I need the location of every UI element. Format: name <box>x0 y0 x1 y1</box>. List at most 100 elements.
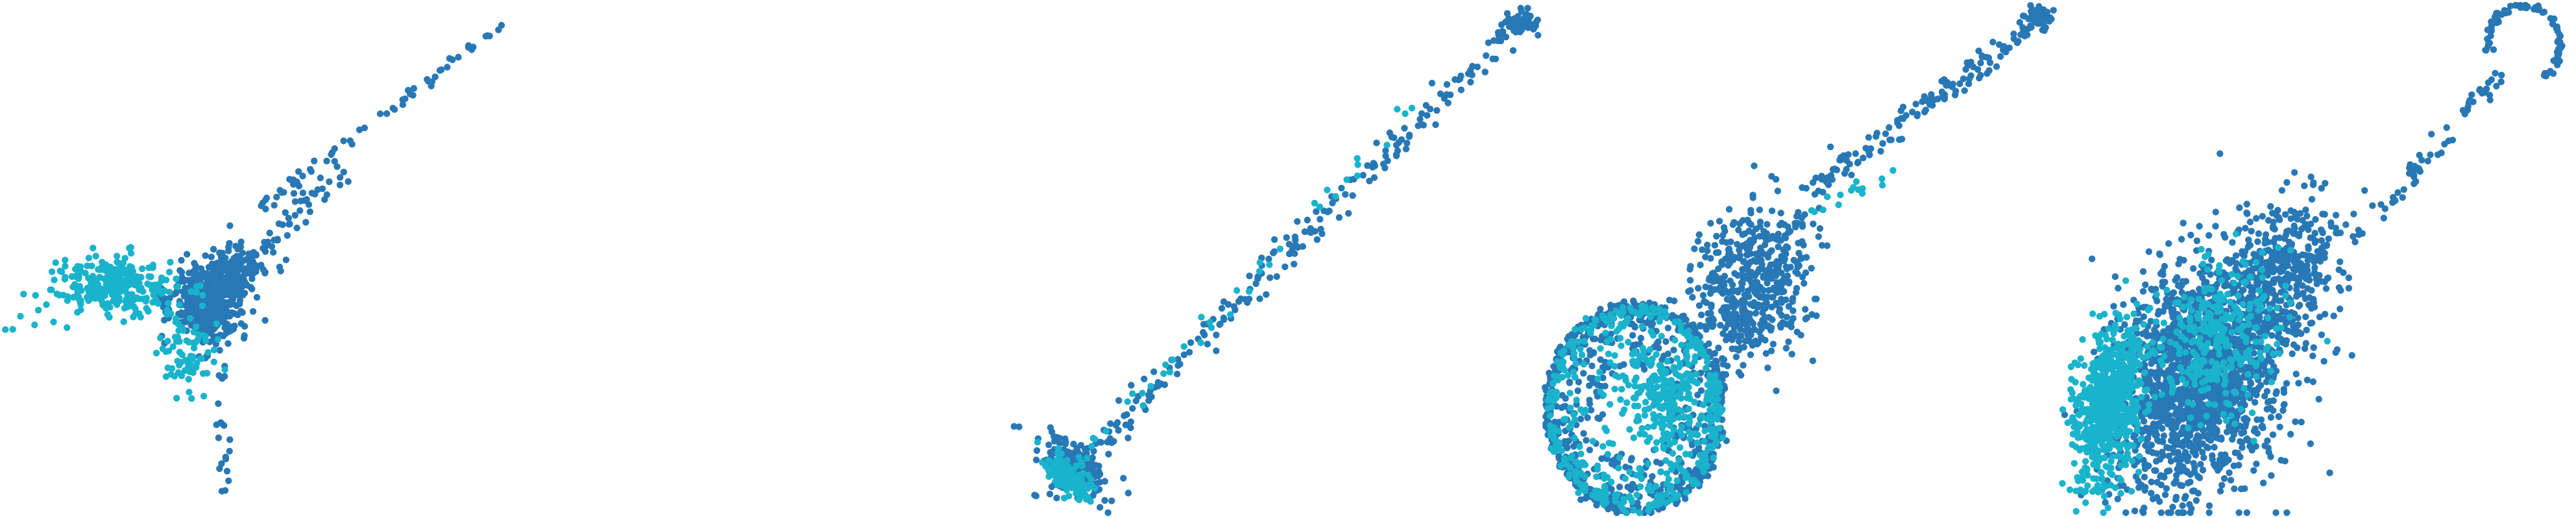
scatter-point <box>1749 191 1756 198</box>
scatter-point <box>226 436 233 443</box>
scatter-point <box>182 284 188 291</box>
scatter-point <box>145 273 152 280</box>
scatter-point <box>1060 482 1067 488</box>
scatter-point <box>498 22 505 29</box>
scatter-point <box>1721 278 1727 285</box>
scatter-point <box>1677 444 1683 450</box>
scatter-point <box>1033 456 1039 463</box>
scatter-point <box>1252 280 1259 287</box>
scatter-point <box>1639 323 1646 330</box>
scatter-point <box>1550 380 1557 386</box>
scatter-point <box>1824 193 1830 200</box>
scatter-point <box>1678 341 1684 348</box>
scatter-point <box>1101 497 1108 504</box>
scatter-point <box>237 308 244 314</box>
scatter-point <box>2021 27 2028 34</box>
scatter-point <box>2154 479 2160 486</box>
scatter-point <box>1636 510 1643 516</box>
scatter-point <box>1705 340 1712 347</box>
scatter-point <box>1625 339 1631 345</box>
scatter-point <box>224 468 230 475</box>
scatter-point <box>2152 467 2159 474</box>
scatter-point <box>262 248 269 254</box>
scatter-point <box>1760 287 1766 293</box>
scatter-point <box>1731 334 1737 340</box>
scatter-point <box>1668 497 1675 503</box>
scatter-point <box>1746 238 1753 245</box>
scatter-point <box>1642 412 1648 419</box>
scatter-point <box>128 264 135 271</box>
scatter-point <box>1402 110 1408 117</box>
scatter-point <box>1632 348 1638 354</box>
scatter-point <box>254 294 260 301</box>
scatter-point <box>1647 346 1653 352</box>
scatter-point <box>1747 317 1754 324</box>
scatter-point <box>1683 356 1690 362</box>
scatter-point <box>1607 401 1613 408</box>
scatter-point <box>1599 312 1606 319</box>
scatter-point <box>1418 110 1425 117</box>
scatter-point <box>2156 251 2163 257</box>
scatter-point <box>1465 70 1472 77</box>
scatter-point <box>1768 247 1775 254</box>
scatter-point <box>1702 254 1708 260</box>
scatter-point <box>258 262 264 268</box>
scatter-point <box>1671 319 1678 325</box>
scatter-point <box>165 300 171 306</box>
scatter-point <box>143 295 150 301</box>
scatter-point <box>1747 210 1754 216</box>
scatter-point <box>1653 439 1660 446</box>
scatter-point <box>1838 156 1844 163</box>
scatter-point <box>1293 243 1300 249</box>
scatter-point <box>1051 433 1057 439</box>
scatter-point <box>2208 256 2215 263</box>
scatter-point <box>1505 15 1512 21</box>
scatter-point <box>1557 463 1564 469</box>
scatter-point <box>1582 408 1588 415</box>
scatter-point <box>252 251 259 258</box>
scatter-point <box>180 327 186 334</box>
scatter-point <box>2303 340 2309 347</box>
scatter-point <box>1620 499 1627 505</box>
scatter-point <box>1673 477 1680 484</box>
scatter-point <box>49 268 55 275</box>
scatter-point <box>2304 376 2311 383</box>
scatter-point <box>1657 469 1664 475</box>
scatter-point <box>1757 219 1764 225</box>
scatter-point <box>1776 308 1782 315</box>
scatter-point <box>1640 383 1647 389</box>
scatter-point <box>1671 297 1677 304</box>
scatter-point <box>246 253 252 259</box>
scatter-point <box>1570 339 1577 345</box>
scatter-point <box>178 359 184 365</box>
scatter-point <box>1777 210 1784 216</box>
scatter-point <box>1606 439 1612 446</box>
scatter-point <box>206 324 213 330</box>
scatter-point <box>1102 478 1108 484</box>
scatter-point <box>1666 476 1672 482</box>
scatter-point <box>225 288 232 295</box>
scatter-point <box>1691 245 1697 252</box>
scatter-point <box>93 253 99 259</box>
scatter-point <box>200 393 207 399</box>
scatter-point <box>1660 445 1667 452</box>
scatter-point <box>2140 268 2146 275</box>
scatter-point <box>1588 363 1595 369</box>
scatter-point <box>1045 441 1052 448</box>
scatter-point <box>1886 124 1892 130</box>
scatter-point <box>1406 133 1413 140</box>
scatter-point <box>399 96 406 103</box>
scatter-point <box>1198 314 1204 320</box>
scatter-point <box>1332 193 1339 199</box>
scatter-point <box>1850 184 1856 190</box>
scatter-point <box>1302 228 1308 235</box>
scatter-point <box>1718 260 1725 266</box>
scatter-point <box>1719 355 1725 362</box>
scatter-point <box>234 279 241 286</box>
scatter-point <box>1777 222 1783 228</box>
scatter-point <box>123 299 130 306</box>
scatter-point <box>1635 417 1642 423</box>
scatter-point <box>1639 302 1646 309</box>
scatter-point <box>1941 95 1947 102</box>
scatter-point <box>1769 294 1775 301</box>
